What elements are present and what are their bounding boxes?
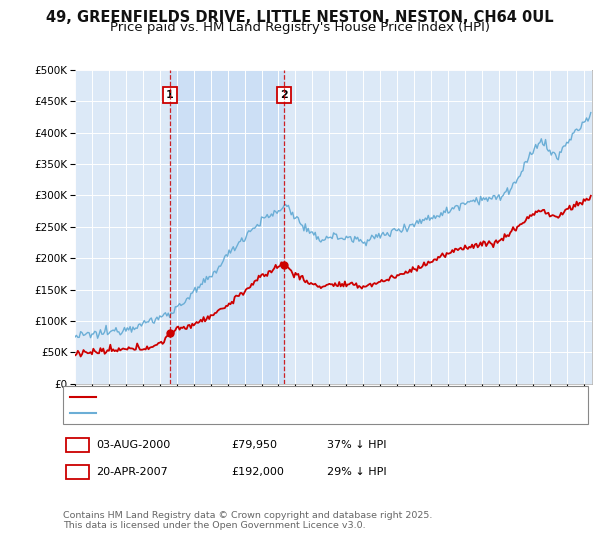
Text: £79,950: £79,950 [231, 440, 277, 450]
Text: 1: 1 [166, 90, 173, 100]
Text: HPI: Average price, detached house, Cheshire West and Chester: HPI: Average price, detached house, Ches… [100, 408, 420, 418]
Text: 1: 1 [74, 440, 81, 450]
Text: 03-AUG-2000: 03-AUG-2000 [96, 440, 170, 450]
Text: 2: 2 [280, 90, 287, 100]
Text: Contains HM Land Registry data © Crown copyright and database right 2025.
This d: Contains HM Land Registry data © Crown c… [63, 511, 433, 530]
Text: 20-APR-2007: 20-APR-2007 [96, 466, 168, 477]
Bar [170, 70, 284, 384]
Text: Price paid vs. HM Land Registry's House Price Index (HPI): Price paid vs. HM Land Registry's House … [110, 21, 490, 34]
Text: 29% ↓ HPI: 29% ↓ HPI [327, 466, 386, 477]
Text: 49, GREENFIELDS DRIVE, LITTLE NESTON, NESTON, CH64 0UL: 49, GREENFIELDS DRIVE, LITTLE NESTON, NE… [46, 10, 554, 25]
Text: 2: 2 [74, 466, 81, 477]
Text: £192,000: £192,000 [231, 466, 284, 477]
Text: 49, GREENFIELDS DRIVE, LITTLE NESTON, NESTON, CH64 0UL (detached house): 49, GREENFIELDS DRIVE, LITTLE NESTON, NE… [100, 391, 499, 402]
Text: 37% ↓ HPI: 37% ↓ HPI [327, 440, 386, 450]
